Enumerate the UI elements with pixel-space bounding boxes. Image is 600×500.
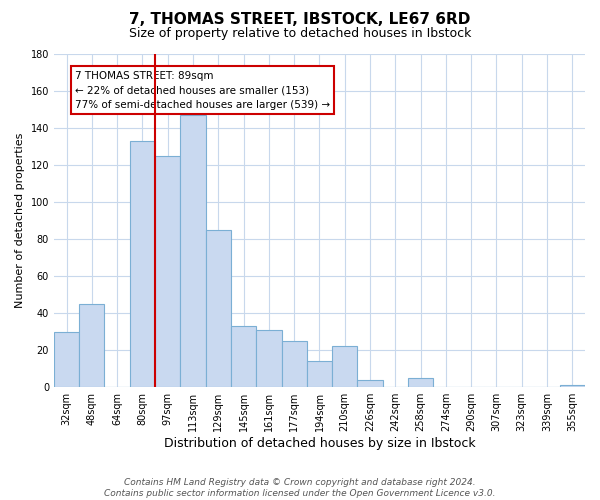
Bar <box>155 156 181 387</box>
Bar <box>130 141 155 387</box>
Bar <box>560 386 585 387</box>
Bar <box>307 362 332 387</box>
Bar <box>256 330 281 387</box>
Y-axis label: Number of detached properties: Number of detached properties <box>15 133 25 308</box>
Text: 7, THOMAS STREET, IBSTOCK, LE67 6RD: 7, THOMAS STREET, IBSTOCK, LE67 6RD <box>130 12 470 28</box>
Bar <box>332 346 358 387</box>
Bar <box>206 230 231 387</box>
Text: Contains HM Land Registry data © Crown copyright and database right 2024.
Contai: Contains HM Land Registry data © Crown c… <box>104 478 496 498</box>
Bar <box>79 304 104 387</box>
Bar <box>54 332 79 387</box>
Bar <box>358 380 383 387</box>
Bar <box>181 115 206 387</box>
Bar <box>231 326 256 387</box>
X-axis label: Distribution of detached houses by size in Ibstock: Distribution of detached houses by size … <box>164 437 475 450</box>
Bar <box>408 378 433 387</box>
Text: 7 THOMAS STREET: 89sqm
← 22% of detached houses are smaller (153)
77% of semi-de: 7 THOMAS STREET: 89sqm ← 22% of detached… <box>75 70 330 110</box>
Text: Size of property relative to detached houses in Ibstock: Size of property relative to detached ho… <box>129 28 471 40</box>
Bar <box>281 341 307 387</box>
